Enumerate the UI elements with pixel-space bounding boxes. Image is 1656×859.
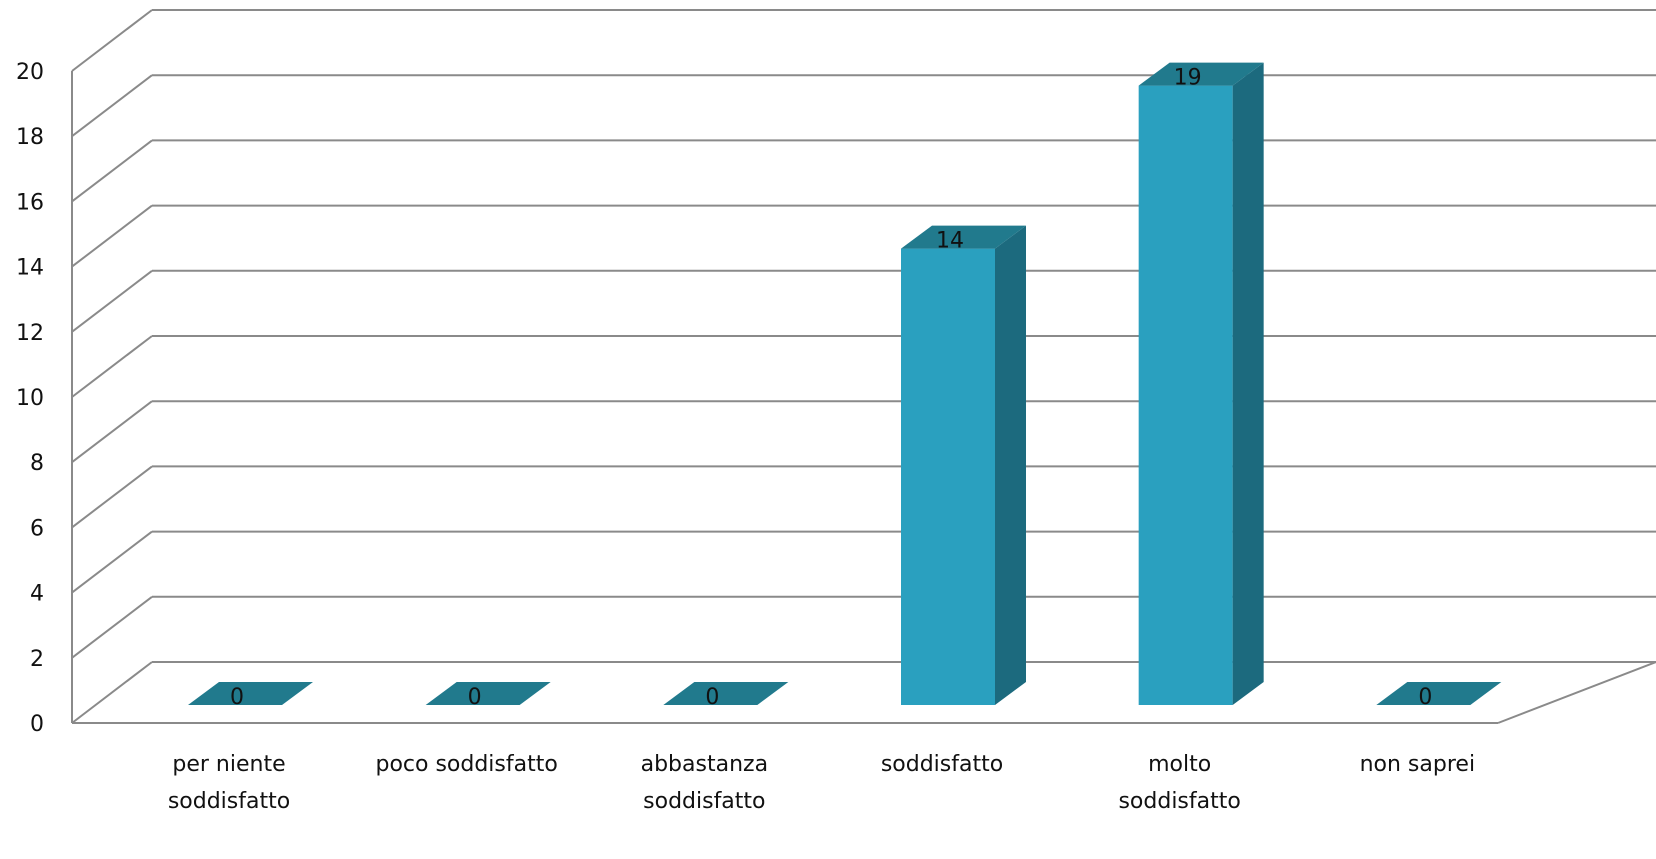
data-label: 14 xyxy=(936,229,964,254)
bar xyxy=(901,225,1026,705)
y-tick-label: 10 xyxy=(16,386,44,411)
bar-side xyxy=(1232,62,1264,706)
floor-right-edge xyxy=(1497,661,1656,724)
bar-side xyxy=(995,225,1026,705)
gridline-depth xyxy=(71,465,153,529)
label-layer: 0 2 4 6 8 10 12 14 16 18 20 0 per niente soddisfatto 0… xyxy=(16,60,1475,814)
x-tick-label: poco soddisfatto xyxy=(375,752,557,777)
gridline-depth xyxy=(71,596,153,659)
bar xyxy=(188,682,313,705)
y-tick-label: 0 xyxy=(30,712,44,737)
y-tick-label: 14 xyxy=(16,256,44,281)
bar xyxy=(1376,682,1502,705)
y-tick-label: 4 xyxy=(30,582,44,607)
gridline-depth xyxy=(71,530,153,594)
gridline-depth xyxy=(71,335,153,398)
bar-top xyxy=(188,682,313,705)
data-label: 0 xyxy=(705,685,719,710)
gridline-depth xyxy=(71,139,153,203)
gridline-depth xyxy=(71,204,153,268)
x-tick-label: abbastanza soddisfatto xyxy=(641,752,768,814)
data-label: 19 xyxy=(1174,66,1202,91)
data-label: 0 xyxy=(1418,685,1432,710)
bar xyxy=(425,682,551,705)
bar-top xyxy=(1138,62,1264,86)
x-tick-label: molto soddisfatto xyxy=(1118,752,1240,814)
bar-top xyxy=(425,682,551,705)
bar xyxy=(1138,62,1264,706)
y-tick-label: 20 xyxy=(16,60,44,85)
gridline-depth xyxy=(71,270,153,333)
bar-layer xyxy=(188,62,1502,706)
bar-top xyxy=(1376,682,1502,705)
gridline-depth xyxy=(71,74,153,137)
data-label: 0 xyxy=(468,685,482,710)
axis-layer xyxy=(71,71,1656,724)
y-tick-label: 8 xyxy=(30,451,44,476)
x-tick-label: non saprei xyxy=(1360,752,1475,777)
bar-front xyxy=(1138,85,1233,706)
x-tick-label: per niente soddisfatto xyxy=(168,752,290,814)
y-tick-label: 18 xyxy=(16,125,44,150)
gridline-depth xyxy=(71,9,153,72)
y-tick-label: 2 xyxy=(30,647,44,672)
bar-top xyxy=(901,225,1026,249)
gridline-depth xyxy=(71,400,153,463)
y-tick-label: 12 xyxy=(16,321,44,346)
bar-front xyxy=(901,248,995,705)
x-tick-label: soddisfatto xyxy=(881,752,1003,777)
grid-layer xyxy=(71,9,1656,724)
y-tick-label: 16 xyxy=(16,190,44,215)
y-tick-label: 6 xyxy=(30,516,44,541)
data-label: 0 xyxy=(230,685,244,710)
bar xyxy=(663,682,789,705)
gridline-depth xyxy=(71,661,153,724)
bar-top xyxy=(663,682,789,705)
